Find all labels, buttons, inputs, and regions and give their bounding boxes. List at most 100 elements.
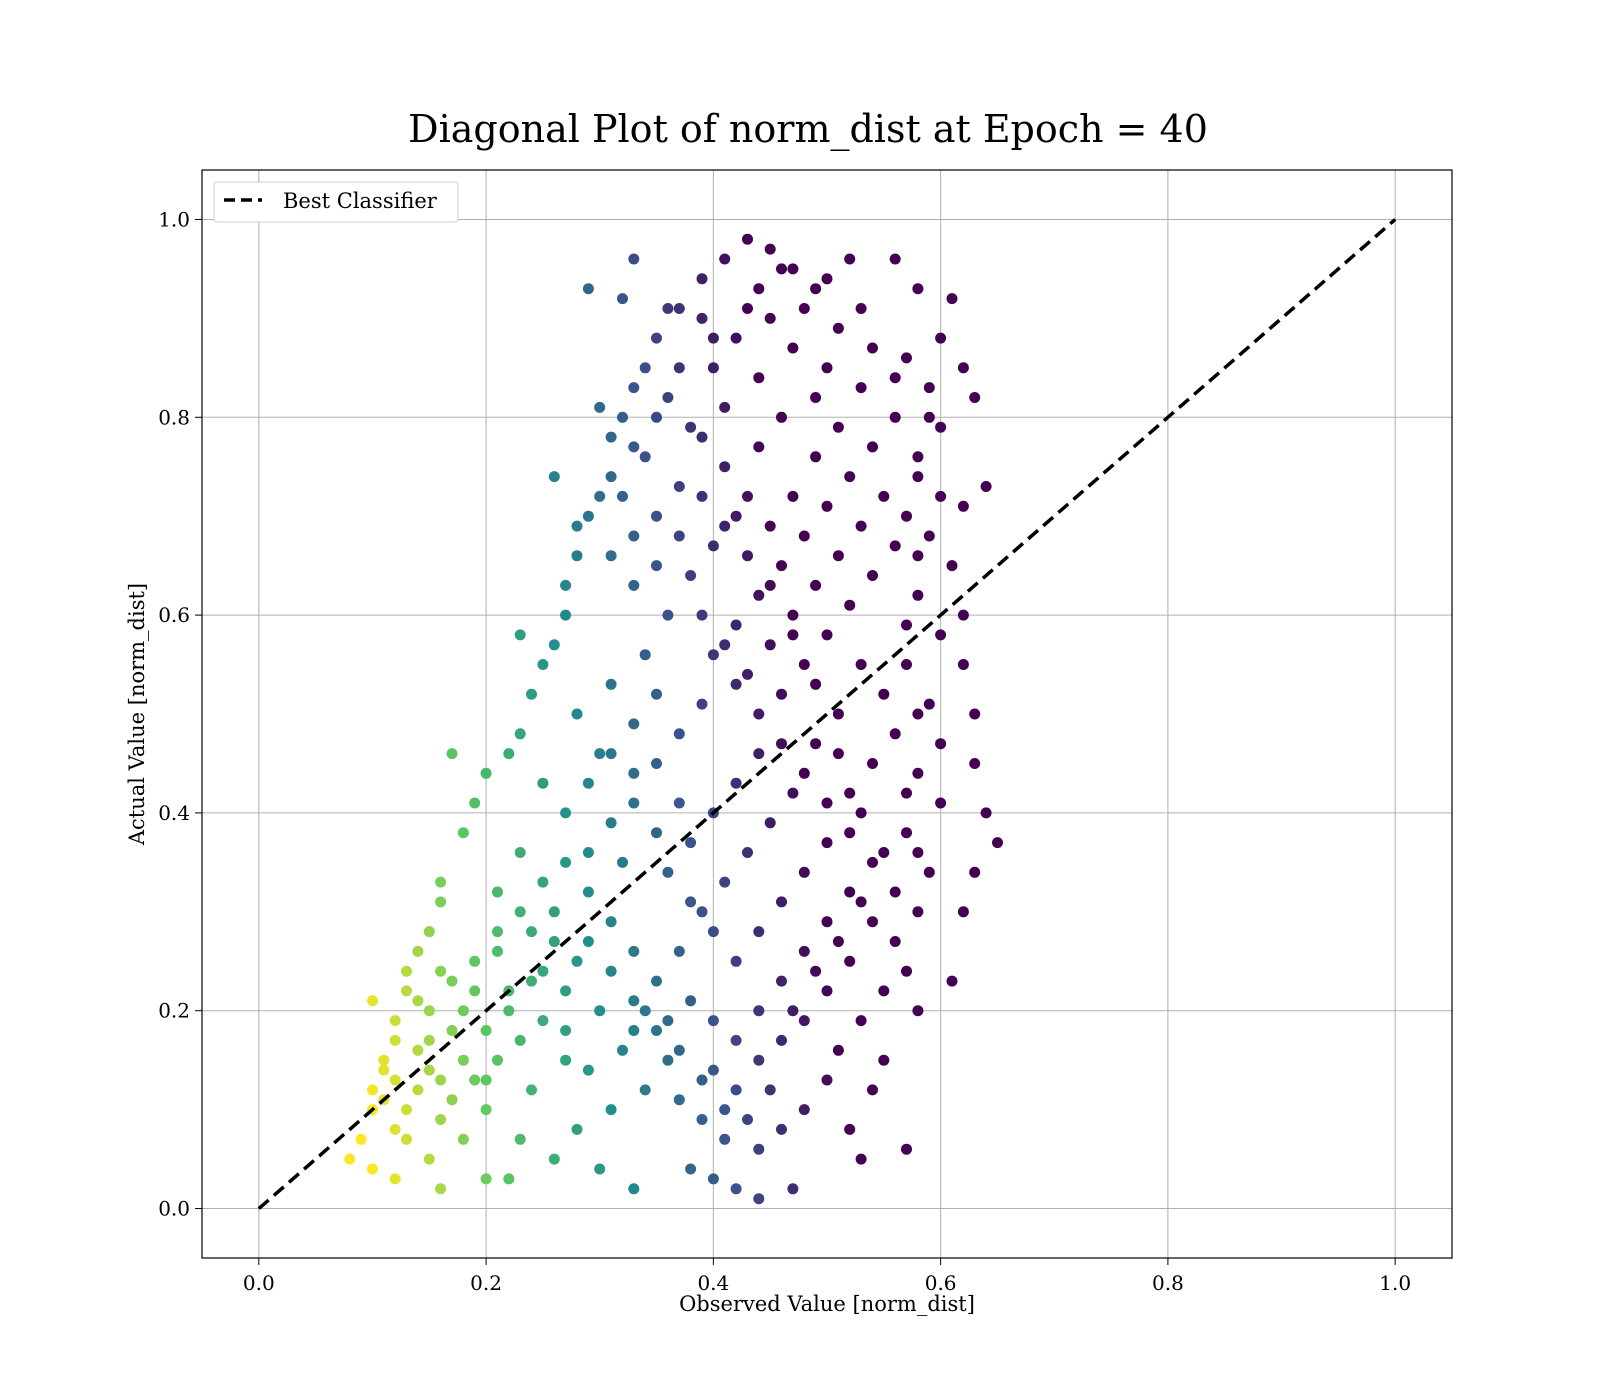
data-point [492,886,503,898]
data-point [821,797,833,809]
data-point [707,926,719,938]
data-point [526,688,537,700]
data-point [832,322,844,334]
data-point [787,1183,799,1195]
data-point [821,1074,833,1086]
data-point [764,639,776,651]
data-point [821,916,833,928]
data-point [878,1054,890,1066]
data-point [582,1064,594,1076]
data-point [707,1173,719,1185]
best-classifier-line [257,218,1397,1210]
data-point [730,678,742,690]
data-point [776,263,787,275]
data-point [423,926,435,938]
legend-label: Best Classifier [283,189,438,213]
data-point [753,589,765,601]
data-point [696,312,708,324]
data-point [514,1133,526,1145]
data-point [514,906,526,918]
data-point [969,866,981,878]
data-point [503,748,515,760]
data-point [435,896,447,908]
data-point [776,1034,787,1046]
data-point [912,1005,924,1017]
data-point [389,1034,401,1046]
data-point [423,1005,435,1017]
data-point [582,283,594,295]
data-point [605,1104,617,1116]
data-point [628,1025,640,1036]
data-point [401,1133,412,1145]
data-point [844,1123,856,1135]
data-point [605,916,617,928]
data-point [912,708,924,720]
data-point [787,1005,799,1017]
data-point [617,1044,628,1056]
data-point [707,649,719,661]
data-point [730,332,742,344]
data-point [662,392,674,403]
data-point [594,748,606,760]
data-point [628,945,640,957]
data-point [469,1074,481,1086]
data-point [787,342,799,354]
data-point [628,579,640,591]
data-point [957,609,969,621]
data-point [480,1173,492,1185]
data-point [719,876,731,888]
data-point [742,847,753,858]
data-point [537,659,549,670]
data-point [798,659,810,670]
data-point [673,481,685,492]
data-point [798,530,810,542]
data-point [935,738,947,750]
data-point [719,253,731,265]
data-point [787,787,799,799]
data-point [560,1054,572,1066]
data-point [651,411,662,423]
data-point [753,1143,765,1155]
data-point [662,303,674,314]
data-point [571,955,583,967]
data-point [923,382,935,394]
data-point [764,312,776,324]
data-point [389,1074,401,1086]
data-point [548,936,560,947]
data-point [526,975,537,987]
data-point [764,243,776,255]
data-point [787,629,799,641]
data-point [742,668,753,680]
data-point [537,1015,549,1027]
data-point [867,441,878,453]
data-point [492,1054,503,1066]
data-point [923,530,935,542]
data-point [696,431,708,443]
data-point [980,481,992,492]
data-point [696,609,708,621]
data-point [912,471,924,483]
y-axis-label: Actual Value [norm_dist] [125,583,149,846]
data-point [651,560,662,572]
data-point [412,945,424,957]
data-point [912,550,924,562]
data-point [867,570,878,581]
y-tick-label: 1.0 [158,207,190,231]
data-point [537,777,549,789]
data-point [696,273,708,285]
data-point [901,659,912,670]
data-point [776,896,787,908]
x-tick-label: 0.8 [1152,1271,1184,1295]
data-point [810,283,822,295]
data-point [742,233,753,245]
data-point [457,1054,469,1066]
data-point [548,906,560,918]
data-point [696,1074,708,1086]
data-point [605,817,617,829]
data-point [901,619,912,631]
data-point [685,896,697,908]
data-point [889,540,901,552]
y-axis-ticks: 0.0 0.2 0.4 0.6 0.8 1.0 [158,207,202,1221]
data-point [457,827,469,839]
data-point [730,1084,742,1096]
